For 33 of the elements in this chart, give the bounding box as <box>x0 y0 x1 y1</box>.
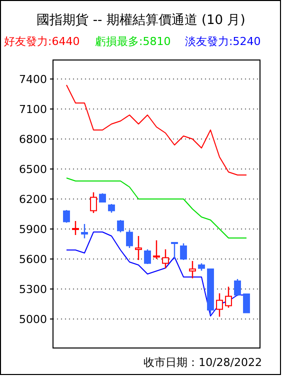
candlestick <box>162 248 169 269</box>
candlestick <box>117 219 124 233</box>
candlestick <box>243 294 250 314</box>
y-tick-label: 5300 <box>19 283 47 296</box>
y-tick-label: 7100 <box>19 103 47 116</box>
y-tick-label: 6200 <box>19 193 47 206</box>
candlestick <box>63 209 70 224</box>
y-tick-label: 5000 <box>19 313 47 326</box>
candlestick <box>126 229 133 249</box>
candlestick <box>171 241 178 260</box>
text: 收市日期：10/28/2022 <box>144 356 262 369</box>
candlestick <box>153 240 160 260</box>
candlestick <box>225 286 232 308</box>
candlestick <box>90 192 97 214</box>
candlestick <box>144 248 151 265</box>
text: 淡友發力:5240 <box>185 35 261 48</box>
candlestick <box>81 223 88 239</box>
text: 好友發力:6440 <box>4 35 80 48</box>
y-tick-label: 6500 <box>19 163 47 176</box>
candlestick <box>216 292 223 318</box>
y-tick-label: 5900 <box>19 223 47 236</box>
candlestick <box>135 235 142 261</box>
line-series <box>66 84 247 176</box>
line-series <box>66 178 247 238</box>
candlestick <box>72 220 79 236</box>
candlestick <box>189 260 196 279</box>
y-tick-label: 5600 <box>19 253 47 266</box>
candlestick <box>234 278 241 297</box>
y-tick-label: 7400 <box>19 73 47 86</box>
y-tick-label: 6800 <box>19 133 47 146</box>
text: 虧損最多:5810 <box>95 35 171 48</box>
candlestick <box>180 242 187 261</box>
chart-title: 國指期貨 -- 期權結算價通道 (10 月) <box>36 13 246 28</box>
